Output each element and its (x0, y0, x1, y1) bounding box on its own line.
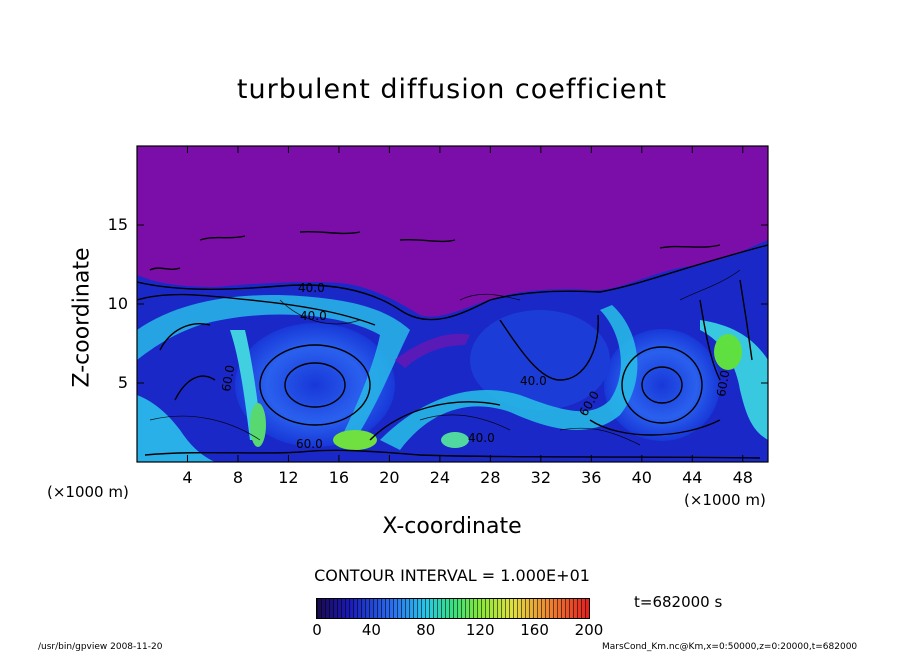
contour-labels: 40.0 40.0 40.0 60.0 60.0 60.0 60.0 40.0 (219, 281, 732, 451)
x-tick-label: 32 (530, 468, 551, 487)
x-axis-ticks (186, 146, 744, 462)
colorbar-tick-label: 40 (361, 621, 381, 639)
colorbar-tick-label: 0 (312, 621, 322, 639)
x-tick-label: 20 (379, 468, 400, 487)
contour-label: 60.0 (296, 437, 323, 451)
colorbar-tick-label: 200 (574, 621, 604, 639)
x-axis-unit: (×1000 m) (684, 491, 766, 509)
colorbar-tick-label: 160 (520, 621, 549, 639)
x-tick-label: 36 (581, 468, 602, 487)
x-tick-label: 24 (429, 468, 451, 487)
y-axis-ticks (137, 224, 768, 384)
contour-label: 40.0 (298, 281, 325, 295)
footer-program: /usr/bin/gpview 2008-11-20 (38, 642, 163, 652)
colorbar-tick-label: 120 (465, 621, 495, 639)
time-label: t=682000 s (634, 593, 723, 611)
contour-label: 40.0 (300, 309, 327, 323)
contour-label: 40.0 (520, 374, 547, 388)
chart-title: turbulent diffusion coefficient (236, 74, 668, 105)
x-tick-label: 48 (732, 468, 753, 487)
x-tick-label: 4 (182, 468, 193, 487)
x-tick-label: 40 (631, 468, 652, 487)
x-tick-label: 8 (232, 468, 244, 487)
y-tick-label: 10 (107, 294, 128, 313)
x-tick-label: 16 (328, 468, 350, 487)
colorbar-tick-label: 80 (416, 621, 436, 639)
footer-source: MarsCond_Km.nc@Km,x=0:50000,z=0:20000,t=… (602, 642, 858, 652)
x-tick-label: 28 (480, 468, 501, 487)
x-axis-label: X-coordinate (382, 514, 522, 539)
x-tick-label: 44 (682, 468, 703, 487)
contour-interval: CONTOUR INTERVAL = 1.000E+01 (314, 566, 590, 585)
contour-label: 60.0 (714, 369, 732, 398)
x-tick-label: 12 (278, 468, 299, 487)
colorbar (316, 598, 590, 619)
contour-label: 60.0 (219, 364, 237, 393)
y-tick-label: 5 (117, 373, 128, 392)
y-axis-unit: (×1000 m) (47, 483, 129, 501)
y-tick-label: 15 (107, 215, 128, 234)
contour-label: 40.0 (468, 431, 495, 445)
heatmap-field (137, 146, 768, 462)
